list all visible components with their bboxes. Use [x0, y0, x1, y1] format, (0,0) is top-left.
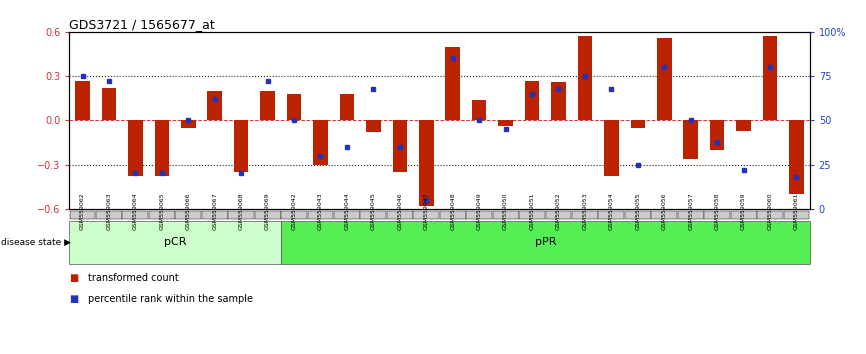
Text: GSM559061: GSM559061 [794, 193, 799, 230]
Text: GSM559059: GSM559059 [741, 193, 746, 230]
Bar [419, 120, 434, 206]
Text: GSM559050: GSM559050 [503, 193, 508, 230]
Text: GSM559067: GSM559067 [212, 193, 217, 230]
Text: pCR: pCR [164, 238, 186, 247]
Bar [392, 120, 407, 172]
Text: GSM559056: GSM559056 [662, 193, 667, 230]
Text: GSM559046: GSM559046 [397, 193, 403, 230]
Text: GSM559063: GSM559063 [107, 193, 112, 230]
Bar [366, 120, 381, 132]
Bar [683, 120, 698, 159]
Text: GSM559052: GSM559052 [556, 193, 561, 230]
Bar [578, 36, 592, 120]
Bar [710, 120, 725, 150]
Bar [552, 82, 565, 120]
Text: GSM559060: GSM559060 [767, 193, 772, 230]
Text: GSM559069: GSM559069 [265, 193, 270, 230]
Text: GSM559044: GSM559044 [345, 193, 350, 230]
Bar [287, 94, 301, 120]
Text: GSM559064: GSM559064 [132, 193, 138, 230]
Bar [445, 47, 460, 120]
Bar [128, 120, 143, 176]
Bar [101, 88, 116, 120]
Text: transformed count: transformed count [88, 273, 179, 283]
Bar [339, 94, 354, 120]
Text: GSM559065: GSM559065 [159, 193, 165, 230]
Text: ■: ■ [69, 294, 79, 304]
Text: GSM559049: GSM559049 [476, 193, 481, 230]
Bar [630, 120, 645, 128]
Text: GSM559062: GSM559062 [80, 193, 85, 230]
Text: GSM559043: GSM559043 [318, 193, 323, 230]
Text: GSM559053: GSM559053 [583, 193, 587, 230]
Text: GSM559054: GSM559054 [609, 193, 614, 230]
Text: GSM559045: GSM559045 [371, 193, 376, 230]
Text: GSM559051: GSM559051 [529, 193, 534, 230]
Text: pPR: pPR [534, 238, 556, 247]
Bar [75, 81, 90, 120]
Text: GSM559058: GSM559058 [714, 193, 720, 230]
Text: GSM559042: GSM559042 [292, 193, 296, 230]
Bar [763, 36, 778, 120]
Bar [525, 81, 540, 120]
Bar [234, 120, 249, 172]
Bar [472, 100, 487, 120]
Text: GSM559055: GSM559055 [636, 193, 640, 230]
Text: GDS3721 / 1565677_at: GDS3721 / 1565677_at [69, 18, 215, 31]
Bar [604, 120, 618, 176]
Bar [789, 120, 804, 194]
Text: GSM559066: GSM559066 [186, 193, 191, 230]
Bar [154, 120, 169, 176]
Text: GSM559057: GSM559057 [688, 193, 693, 230]
Bar [657, 38, 671, 120]
Text: GSM559047: GSM559047 [423, 193, 429, 230]
Bar [498, 120, 513, 126]
Bar [181, 120, 196, 128]
Bar [736, 120, 751, 131]
Bar [261, 91, 275, 120]
Text: disease state ▶: disease state ▶ [1, 238, 71, 247]
Text: GSM559048: GSM559048 [450, 193, 456, 230]
Bar [208, 91, 222, 120]
Text: GSM559068: GSM559068 [239, 193, 243, 230]
Text: percentile rank within the sample: percentile rank within the sample [88, 294, 254, 304]
Text: ■: ■ [69, 273, 79, 283]
Bar [313, 120, 327, 165]
